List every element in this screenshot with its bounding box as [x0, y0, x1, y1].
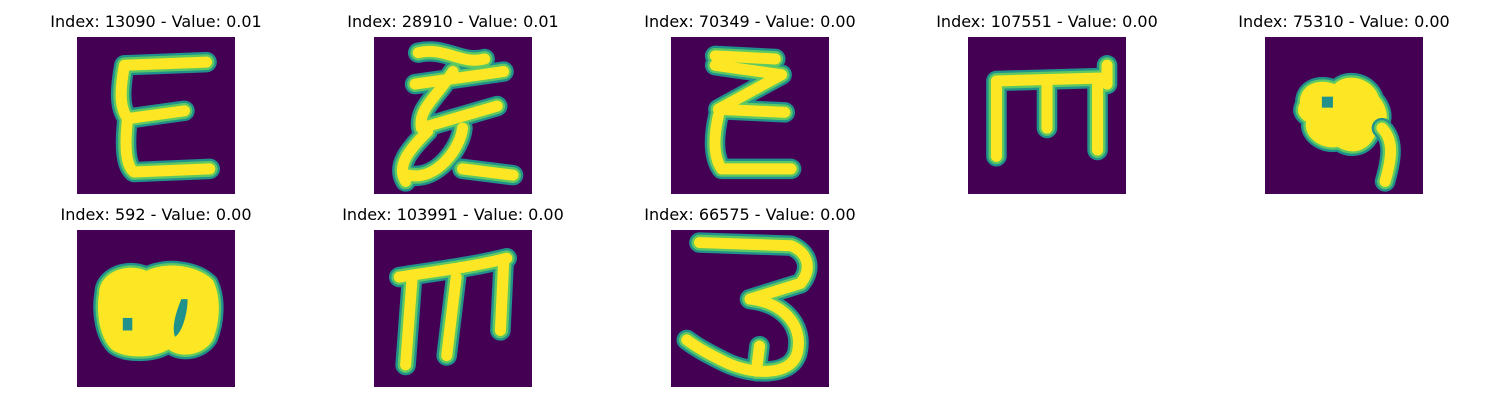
panel-title: Index: 107551 - Value: 0.00: [897, 12, 1197, 32]
panel-title: Index: 75310 - Value: 0.00: [1194, 12, 1494, 32]
panel-title: Index: 66575 - Value: 0.00: [600, 205, 900, 225]
glyph-image-e-zigzag: [671, 37, 829, 194]
panel-7: Index: 103991 - Value: 0.00: [303, 205, 603, 385]
glyph-image-blob-double: [77, 230, 235, 387]
panel-title: Index: 103991 - Value: 0.00: [303, 205, 603, 225]
glyph-image-m-squared: [968, 37, 1126, 194]
panel-title: Index: 592 - Value: 0.00: [6, 205, 306, 225]
panel-3: Index: 70349 - Value: 0.00: [600, 12, 900, 192]
glyph-image-three: [671, 230, 829, 387]
panel-title: Index: 13090 - Value: 0.01: [6, 12, 306, 32]
panel-6: Index: 592 - Value: 0.00: [6, 205, 306, 385]
panel-4: Index: 107551 - Value: 0.00: [897, 12, 1197, 192]
glyph-image-blob-with-tail: [1265, 37, 1423, 194]
panel-title: Index: 70349 - Value: 0.00: [600, 12, 900, 32]
panel-2: Index: 28910 - Value: 0.01: [303, 12, 603, 192]
panel-8: Index: 66575 - Value: 0.00: [600, 205, 900, 385]
glyph-image-e-cursive: [374, 37, 532, 194]
glyph-image-m-slanted: [374, 230, 532, 387]
panel-1: Index: 13090 - Value: 0.01: [6, 12, 306, 192]
glyph-image-e-upright: [77, 37, 235, 194]
panel-title: Index: 28910 - Value: 0.01: [303, 12, 603, 32]
panel-5: Index: 75310 - Value: 0.00: [1194, 12, 1494, 192]
